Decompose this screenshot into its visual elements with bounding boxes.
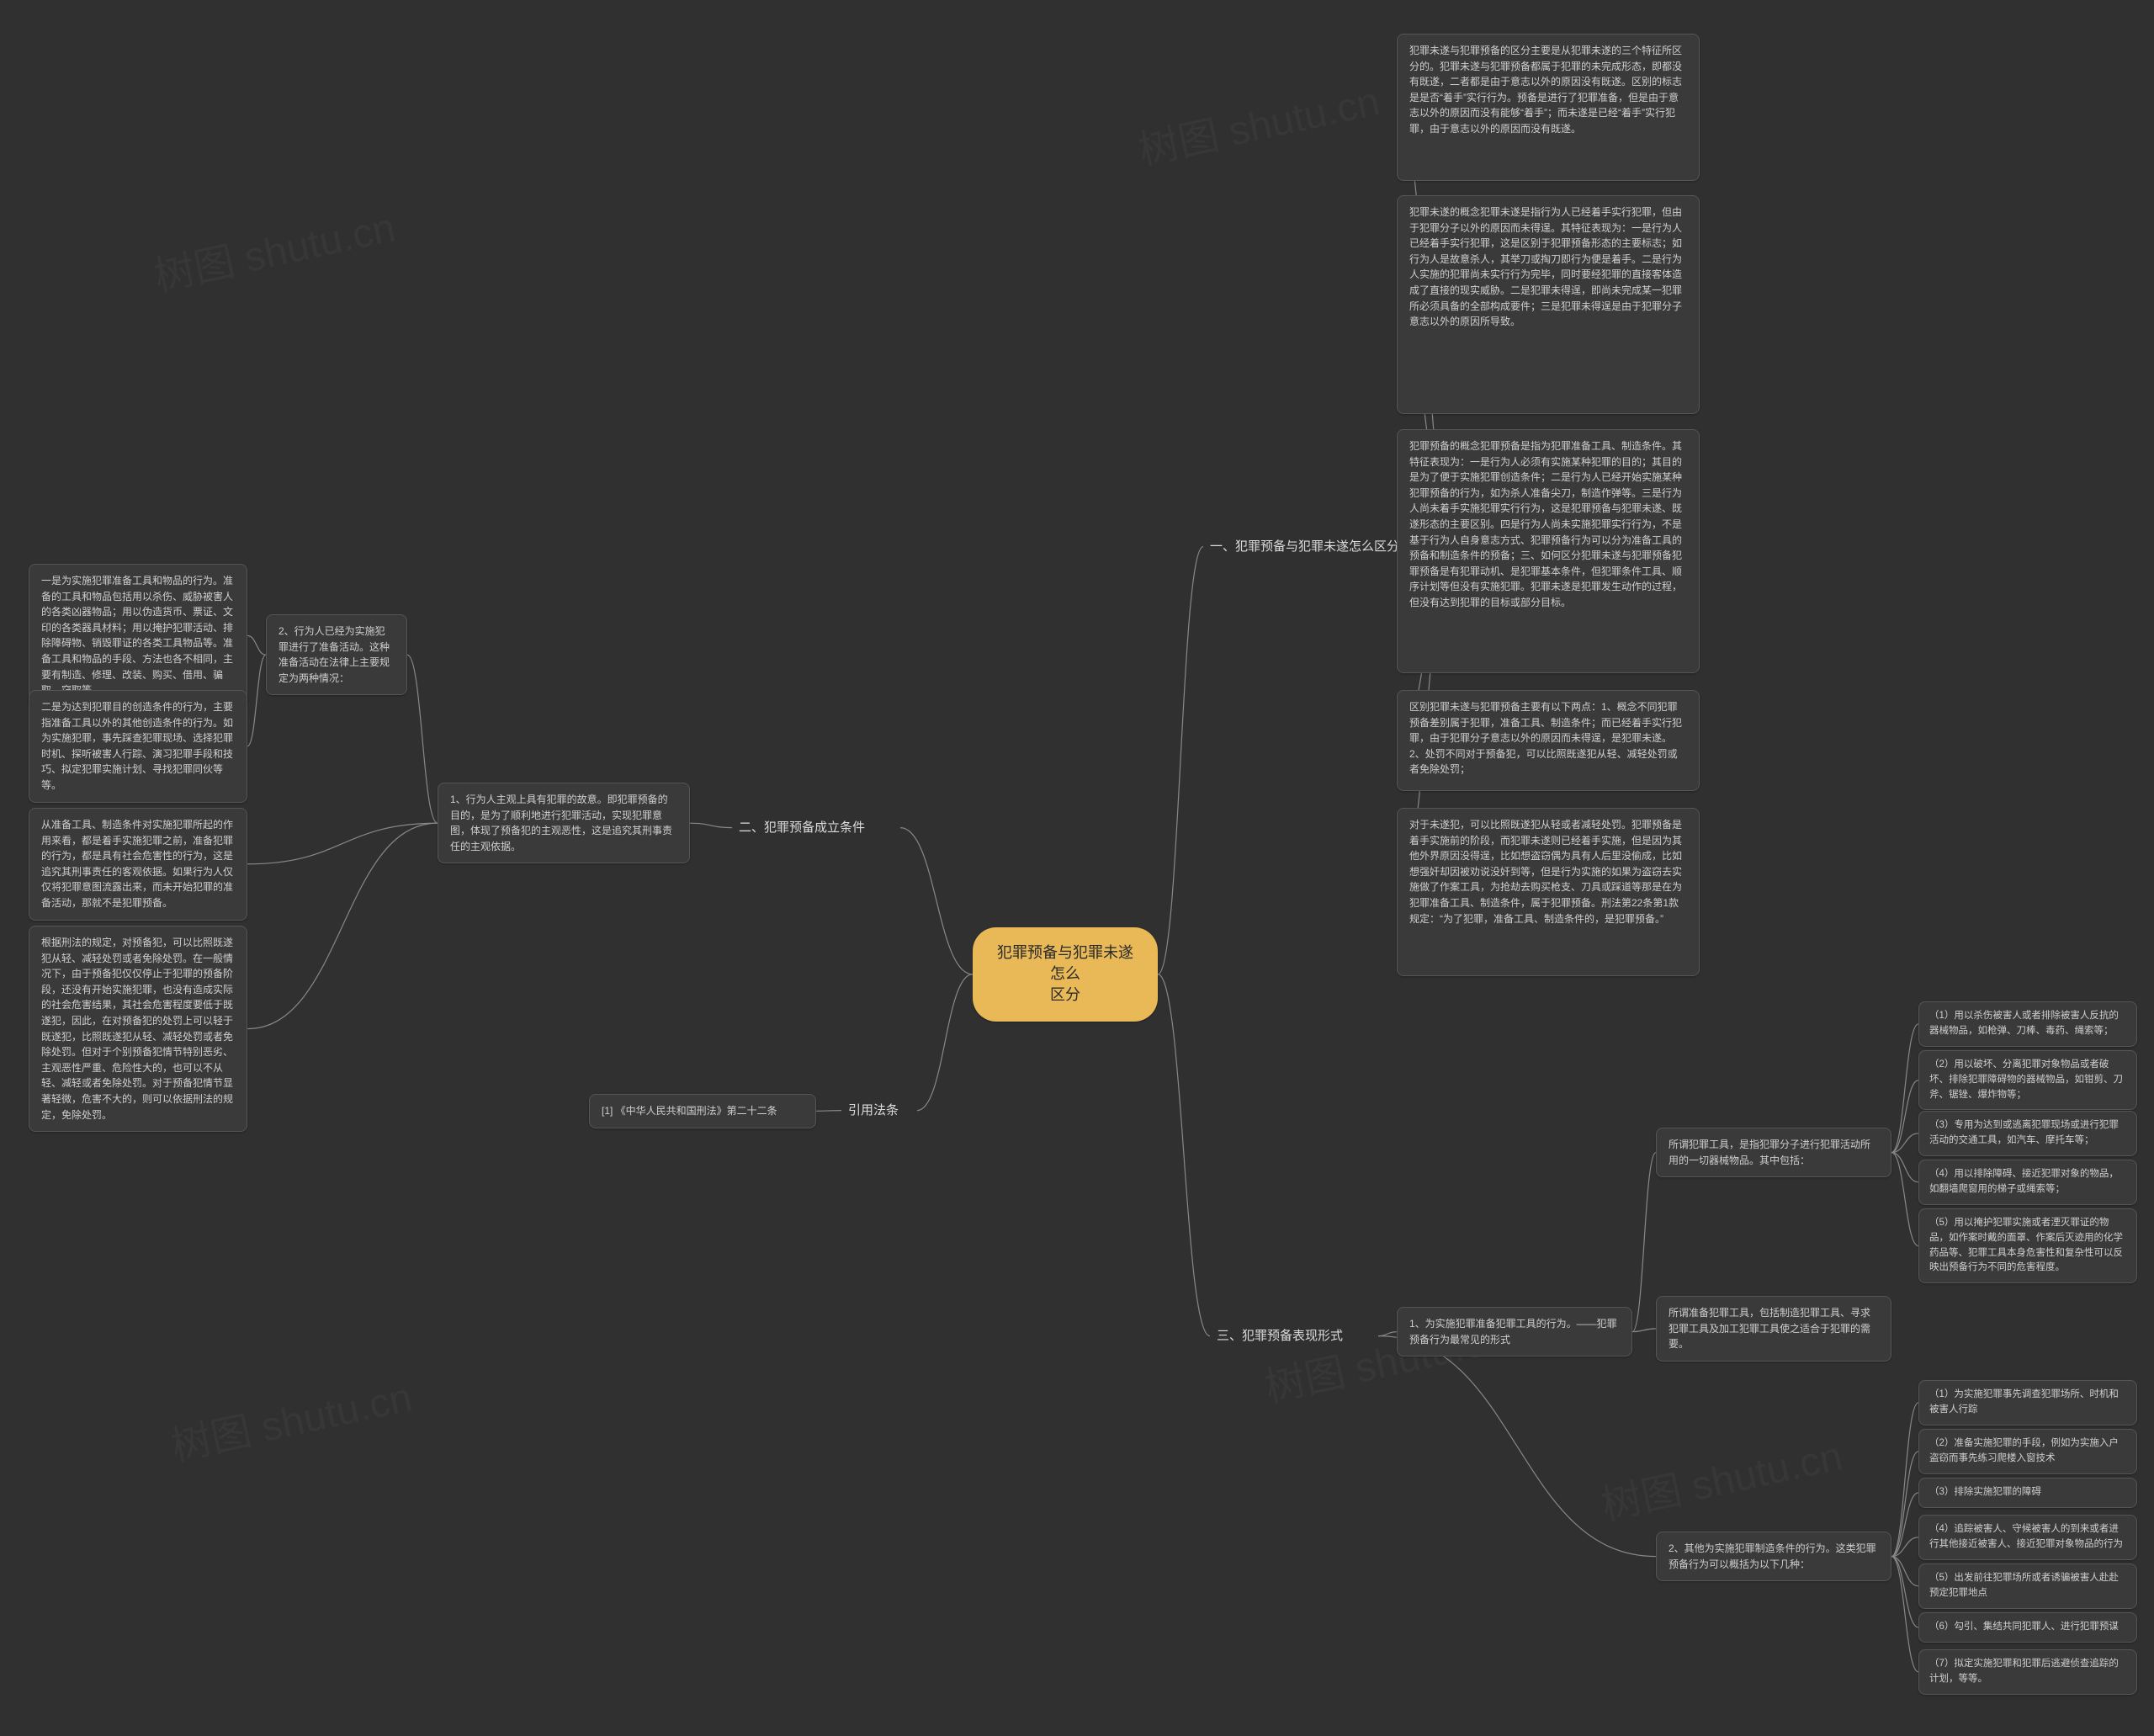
mindmap-link <box>1632 1329 1656 1332</box>
mindmap-link <box>1891 1403 1918 1557</box>
mindmap-link <box>1891 1153 1918 1246</box>
mindmap-link <box>1891 1493 1918 1557</box>
watermark: 树图 shutu.cn <box>1595 1423 1847 1532</box>
leaf-node[interactable]: （3）排除实施犯罪的障碍 <box>1918 1478 2137 1508</box>
mindmap-link <box>690 823 732 827</box>
branch-node[interactable]: 引用法条 <box>841 1096 917 1125</box>
leaf-node[interactable]: （5）用以掩护犯罪实施或者湮灭罪证的物品，如作案时戴的面罩、作案后灭迹用的化学药… <box>1918 1208 2137 1283</box>
watermark: 树图 shutu.cn <box>1133 68 1384 177</box>
leaf-node[interactable]: （2）用以破坏、分离犯罪对象物品或者破坏、排除犯罪障碍物的器械物品，如钳剪、刀斧… <box>1918 1050 2137 1110</box>
leaf-node[interactable]: （1）为实施犯罪事先调查犯罪场所、时机和被害人行踪 <box>1918 1380 2137 1425</box>
leaf-node[interactable]: （2）准备实施犯罪的手段，例如为实施入户盗窃而事先练习爬楼入窗技术 <box>1918 1429 2137 1474</box>
mindmap-link <box>900 828 973 974</box>
leaf-node[interactable]: 2、其他为实施犯罪制造条件的行为。这类犯罪预备行为可以概括为以下几种： <box>1656 1532 1891 1581</box>
leaf-node[interactable]: 1、行为人主观上具有犯罪的故意。即犯罪预备的目的，是为了顺利地进行犯罪活动，实现… <box>438 783 690 863</box>
leaf-node[interactable]: [1] 《中华人民共和国刑法》第二十二条 <box>589 1094 816 1128</box>
mindmap-link <box>1891 1133 1918 1153</box>
leaf-node[interactable]: 从准备工具、制造条件对实施犯罪所起的作用来看，都是着手实施犯罪之前，准备犯罪的行… <box>29 808 247 921</box>
leaf-node[interactable]: （3）专用为达到或逃离犯罪现场或进行犯罪活动的交通工具，如汽车、摩托车等； <box>1918 1111 2137 1156</box>
mindmap-link <box>1891 1153 1918 1182</box>
leaf-node[interactable]: 区别犯罪未遂与犯罪预备主要有以下两点：1、概念不同犯罪预备差别属于犯罪，准备工具… <box>1397 690 1700 791</box>
mindmap-link <box>247 655 266 746</box>
branch-node[interactable]: 二、犯罪预备成立条件 <box>732 813 900 842</box>
leaf-node[interactable]: （4）用以排除障碍、接近犯罪对象的物品，如翻墙爬窗用的梯子或绳索等； <box>1918 1160 2137 1205</box>
mindmap-link <box>1378 1336 1656 1557</box>
watermark: 树图 shutu.cn <box>148 194 400 303</box>
mindmap-link <box>1158 974 1210 1336</box>
mindmap-link <box>407 655 438 823</box>
leaf-node[interactable]: 一是为实施犯罪准备工具和物品的行为。准备的工具和物品包括用以杀伤、威胁被害人的各… <box>29 564 247 708</box>
mindmap-link <box>247 823 438 1028</box>
leaf-node[interactable]: （7）拟定实施犯罪和犯罪后逃避侦查追踪的计划，等等。 <box>1918 1649 2137 1695</box>
leaf-node[interactable]: 2、行为人已经为实施犯罪进行了准备活动。这种准备活动在法律上主要规定为两种情况： <box>266 614 407 695</box>
mindmap-link <box>1891 1024 1918 1153</box>
mindmap-link <box>1632 1153 1656 1332</box>
mindmap-link <box>1891 1557 1918 1627</box>
mindmap-link <box>1891 1080 1918 1153</box>
mindmap-link <box>1891 1557 1918 1672</box>
leaf-node[interactable]: （1）用以杀伤被害人或者排除被害人反抗的器械物品，如枪弹、刀棒、毒药、绳索等； <box>1918 1001 2137 1047</box>
branch-node[interactable]: 三、犯罪预备表现形式 <box>1210 1321 1378 1351</box>
leaf-node[interactable]: 犯罪未遂与犯罪预备的区分主要是从犯罪未遂的三个特征所区分的。犯罪未遂与犯罪预备都… <box>1397 34 1700 181</box>
mindmap-link <box>917 974 973 1111</box>
link-layer <box>0 0 2154 1736</box>
mindmap-link <box>1891 1537 1918 1557</box>
leaf-node[interactable]: 犯罪预备的概念犯罪预备是指为犯罪准备工具、制造条件。其特征表现为：一是行为人必须… <box>1397 429 1700 673</box>
mindmap-link <box>247 823 438 864</box>
mindmap-link <box>1891 1557 1918 1586</box>
leaf-node[interactable]: （5）出发前往犯罪场所或者诱骗被害人赴赴预定犯罪地点 <box>1918 1563 2137 1609</box>
mindmap-link <box>1378 1332 1397 1336</box>
mindmap-link <box>1158 547 1203 974</box>
leaf-node[interactable]: 犯罪未遂的概念犯罪未遂是指行为人已经着手实行犯罪，但由于犯罪分子以外的原因而未得… <box>1397 195 1700 414</box>
leaf-node[interactable]: 根据刑法的规定，对预备犯，可以比照既遂犯从轻、减轻处罚或者免除处罚。在一般情况下… <box>29 926 247 1132</box>
center-node[interactable]: 犯罪预备与犯罪未遂怎么区分 <box>973 927 1158 1022</box>
leaf-node[interactable]: 1、为实施犯罪准备犯罪工具的行为。——犯罪预备行为最常见的形式 <box>1397 1307 1632 1356</box>
mindmap-link <box>247 635 266 655</box>
watermark: 树图 shutu.cn <box>165 1364 416 1473</box>
leaf-node[interactable]: （6）勾引、集结共同犯罪人、进行犯罪预谋 <box>1918 1612 2137 1643</box>
leaf-node[interactable]: 二是为达到犯罪目的创造条件的行为，主要指准备工具以外的其他创造条件的行为。如为实… <box>29 690 247 803</box>
leaf-node[interactable]: 所谓犯罪工具，是指犯罪分子进行犯罪活动所用的一切器械物品。其中包括： <box>1656 1128 1891 1177</box>
leaf-node[interactable]: 对于未遂犯，可以比照既遂犯从轻或者减轻处罚。犯罪预备是着手实施前的阶段，而犯罪未… <box>1397 808 1700 976</box>
mindmap-link <box>816 1111 841 1112</box>
leaf-node[interactable]: 所谓准备犯罪工具，包括制造犯罪工具、寻求犯罪工具及加工犯罪工具使之适合于犯罪的需… <box>1656 1296 1891 1362</box>
mindmap-link <box>1891 1452 1918 1557</box>
mindmap-canvas: 树图 shutu.cn 树图 shutu.cn 树图 shutu.cn 树图 shut… <box>0 0 2154 1736</box>
leaf-node[interactable]: （4）追踪被害人、守候被害人的到来或者进行其他接近被害人、接近犯罪对象物品的行为 <box>1918 1515 2137 1560</box>
